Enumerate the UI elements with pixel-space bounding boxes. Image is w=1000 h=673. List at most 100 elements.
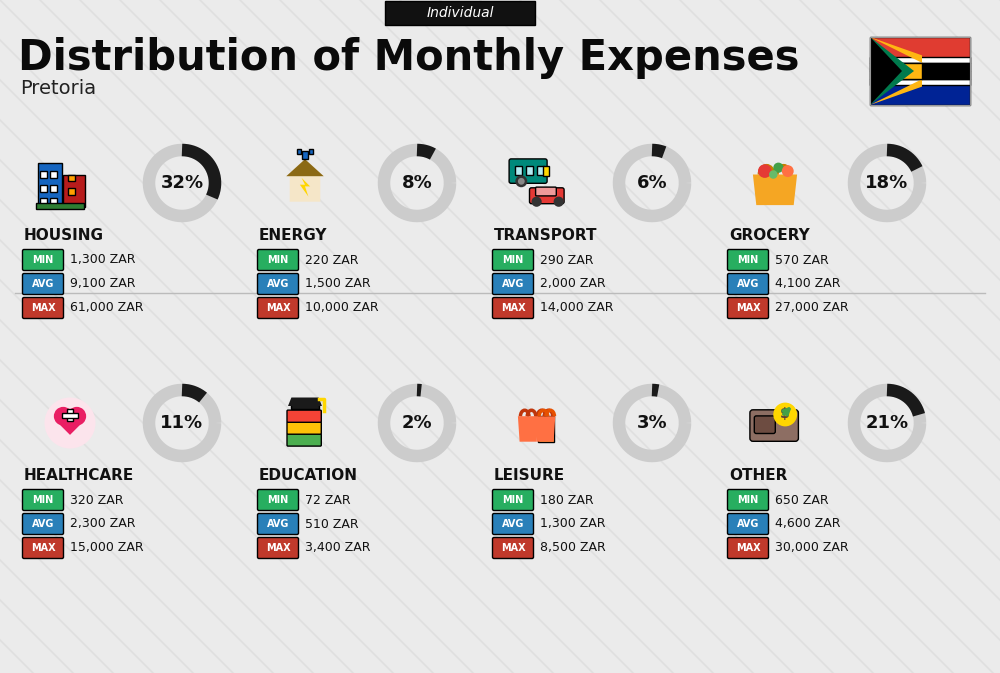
Circle shape: [758, 164, 772, 178]
Text: 27,000 ZAR: 27,000 ZAR: [775, 302, 849, 314]
Text: 1,500 ZAR: 1,500 ZAR: [305, 277, 371, 291]
Polygon shape: [870, 79, 922, 105]
Text: MIN: MIN: [267, 495, 289, 505]
FancyBboxPatch shape: [492, 273, 534, 295]
FancyBboxPatch shape: [291, 402, 319, 409]
FancyBboxPatch shape: [750, 410, 798, 441]
Circle shape: [773, 402, 797, 427]
Text: MIN: MIN: [502, 495, 524, 505]
Text: MAX: MAX: [501, 303, 525, 313]
FancyBboxPatch shape: [258, 297, 298, 318]
FancyBboxPatch shape: [728, 489, 768, 511]
FancyBboxPatch shape: [526, 166, 533, 174]
Text: TRANSPORT: TRANSPORT: [494, 227, 598, 242]
FancyBboxPatch shape: [22, 250, 64, 271]
Circle shape: [67, 407, 86, 425]
Text: MAX: MAX: [501, 543, 525, 553]
FancyBboxPatch shape: [68, 188, 75, 195]
FancyBboxPatch shape: [67, 409, 73, 421]
Circle shape: [554, 197, 564, 207]
FancyBboxPatch shape: [728, 250, 768, 271]
FancyBboxPatch shape: [492, 250, 534, 271]
Text: 30,000 ZAR: 30,000 ZAR: [775, 542, 849, 555]
FancyBboxPatch shape: [538, 416, 554, 441]
Text: 2%: 2%: [402, 414, 432, 432]
FancyBboxPatch shape: [258, 513, 298, 534]
FancyBboxPatch shape: [514, 166, 522, 174]
Text: MIN: MIN: [32, 255, 54, 265]
FancyBboxPatch shape: [40, 171, 47, 178]
Text: MIN: MIN: [502, 255, 524, 265]
Polygon shape: [286, 160, 324, 176]
Polygon shape: [286, 160, 324, 202]
FancyBboxPatch shape: [754, 416, 775, 433]
Text: AVG: AVG: [32, 519, 54, 529]
Text: 9,100 ZAR: 9,100 ZAR: [70, 277, 136, 291]
Text: 32%: 32%: [160, 174, 204, 192]
Text: 2,300 ZAR: 2,300 ZAR: [70, 518, 136, 530]
Text: 3,400 ZAR: 3,400 ZAR: [305, 542, 370, 555]
Text: AVG: AVG: [502, 519, 524, 529]
Circle shape: [54, 407, 73, 425]
FancyBboxPatch shape: [492, 489, 534, 511]
Text: AVG: AVG: [267, 279, 289, 289]
Circle shape: [532, 197, 542, 207]
Text: AVG: AVG: [737, 279, 759, 289]
Text: 6%: 6%: [637, 174, 667, 192]
FancyBboxPatch shape: [297, 149, 301, 154]
Text: 72 ZAR: 72 ZAR: [305, 493, 351, 507]
FancyBboxPatch shape: [68, 174, 75, 181]
Text: 1,300 ZAR: 1,300 ZAR: [540, 518, 606, 530]
Circle shape: [782, 165, 794, 177]
Text: 180 ZAR: 180 ZAR: [540, 493, 594, 507]
Text: 8,500 ZAR: 8,500 ZAR: [540, 542, 606, 555]
Text: ENERGY: ENERGY: [259, 227, 328, 242]
Text: 18%: 18%: [865, 174, 909, 192]
FancyBboxPatch shape: [309, 149, 313, 154]
Text: 15,000 ZAR: 15,000 ZAR: [70, 542, 144, 555]
Circle shape: [515, 176, 527, 187]
FancyBboxPatch shape: [870, 37, 970, 71]
FancyBboxPatch shape: [258, 538, 298, 559]
FancyBboxPatch shape: [50, 184, 57, 192]
FancyBboxPatch shape: [536, 187, 556, 196]
Text: 14,000 ZAR: 14,000 ZAR: [540, 302, 614, 314]
FancyBboxPatch shape: [543, 166, 549, 176]
Text: 10,000 ZAR: 10,000 ZAR: [305, 302, 379, 314]
Text: MIN: MIN: [737, 495, 759, 505]
FancyBboxPatch shape: [22, 273, 64, 295]
Text: 61,000 ZAR: 61,000 ZAR: [70, 302, 144, 314]
Text: 4,100 ZAR: 4,100 ZAR: [775, 277, 840, 291]
Text: MAX: MAX: [266, 303, 290, 313]
Text: MIN: MIN: [32, 495, 54, 505]
FancyBboxPatch shape: [492, 538, 534, 559]
FancyBboxPatch shape: [728, 297, 768, 318]
FancyBboxPatch shape: [287, 410, 321, 422]
Text: 1,300 ZAR: 1,300 ZAR: [70, 254, 136, 267]
FancyBboxPatch shape: [870, 71, 970, 105]
Text: 21%: 21%: [865, 414, 909, 432]
Polygon shape: [55, 419, 85, 435]
Text: 320 ZAR: 320 ZAR: [70, 493, 124, 507]
FancyBboxPatch shape: [530, 188, 564, 204]
Circle shape: [518, 178, 525, 184]
FancyBboxPatch shape: [870, 57, 970, 63]
Polygon shape: [753, 174, 797, 205]
Text: 2,000 ZAR: 2,000 ZAR: [540, 277, 606, 291]
FancyBboxPatch shape: [40, 184, 47, 192]
FancyBboxPatch shape: [287, 422, 321, 434]
FancyBboxPatch shape: [62, 413, 78, 418]
Text: MAX: MAX: [736, 543, 760, 553]
Text: AVG: AVG: [737, 519, 759, 529]
Text: OTHER: OTHER: [729, 468, 787, 483]
Circle shape: [769, 170, 778, 179]
Text: 4,600 ZAR: 4,600 ZAR: [775, 518, 840, 530]
Text: 3%: 3%: [637, 414, 667, 432]
Text: MIN: MIN: [267, 255, 289, 265]
Text: 570 ZAR: 570 ZAR: [775, 254, 829, 267]
Text: AVG: AVG: [267, 519, 289, 529]
Text: 8%: 8%: [402, 174, 432, 192]
FancyBboxPatch shape: [63, 174, 85, 207]
FancyBboxPatch shape: [36, 203, 84, 209]
FancyBboxPatch shape: [38, 163, 62, 207]
